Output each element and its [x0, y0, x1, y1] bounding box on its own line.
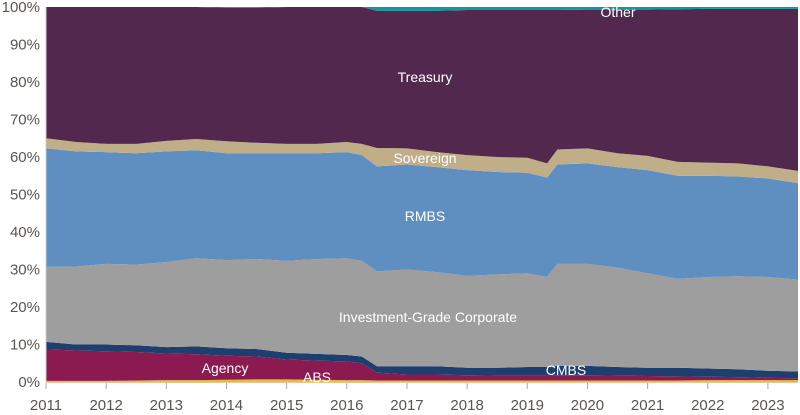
y-tick-label: 100%: [2, 0, 40, 16]
y-tick-label: 10%: [10, 337, 40, 354]
y-tick-label: 20%: [10, 299, 40, 316]
area-investment-grade-corporate: [46, 258, 798, 372]
y-tick-label: 50%: [10, 187, 40, 204]
area-sovereign: [46, 138, 798, 184]
area-treasury: [46, 7, 798, 171]
x-tick-label: 2015: [270, 397, 303, 414]
x-tick-label: 2013: [150, 397, 183, 414]
x-tick-label: 2020: [571, 397, 604, 414]
x-tick-label: 2017: [390, 397, 423, 414]
y-tick-label: 70%: [10, 112, 40, 129]
area-agency: [46, 349, 798, 381]
area-cmbs: [46, 341, 798, 379]
label-agency: Agency: [202, 360, 249, 376]
area-other: [46, 7, 798, 11]
area-layer: [46, 7, 798, 382]
x-tick-label: 2018: [450, 397, 483, 414]
x-tick-label: 2019: [511, 397, 544, 414]
y-tick-label: 90%: [10, 37, 40, 54]
x-tick-label: 2022: [691, 397, 724, 414]
area-rmbs: [46, 148, 798, 280]
x-axis-ticks: 2011 2012 2013 2014 2015 2016 2017 2018 2019 2020…: [30, 383, 785, 414]
y-tick-label: 60%: [10, 149, 40, 166]
x-tick-label: 2021: [631, 397, 664, 414]
y-tick-label: 80%: [10, 74, 40, 91]
label-sovereign: Sovereign: [393, 150, 456, 166]
label-cmbs: CMBS: [546, 362, 586, 378]
label-investment-grade-corporate: Investment-Grade Corporate: [339, 309, 517, 325]
label-rmbs: RMBS: [405, 208, 445, 224]
y-axis-ticks: 0% 10% 20% 30% 40% 50% 60% 70% 80% 90% 100%: [2, 0, 40, 391]
area-abs: [46, 379, 798, 382]
label-other: Other: [600, 4, 635, 20]
x-tick-label: 2012: [89, 397, 122, 414]
y-tick-label: 40%: [10, 224, 40, 241]
label-treasury: Treasury: [398, 69, 453, 85]
y-tick-label: 0%: [18, 374, 40, 391]
x-tick-label: 2023: [751, 397, 784, 414]
x-tick-label: 2016: [330, 397, 363, 414]
x-tick-label: 2011: [30, 397, 62, 414]
series-labels: ABS Agency CMBS Investment-Grade Corporate R…: [202, 4, 636, 385]
x-tick-label: 2014: [210, 397, 243, 414]
y-tick-label: 30%: [10, 262, 40, 279]
label-abs: ABS: [303, 369, 331, 385]
